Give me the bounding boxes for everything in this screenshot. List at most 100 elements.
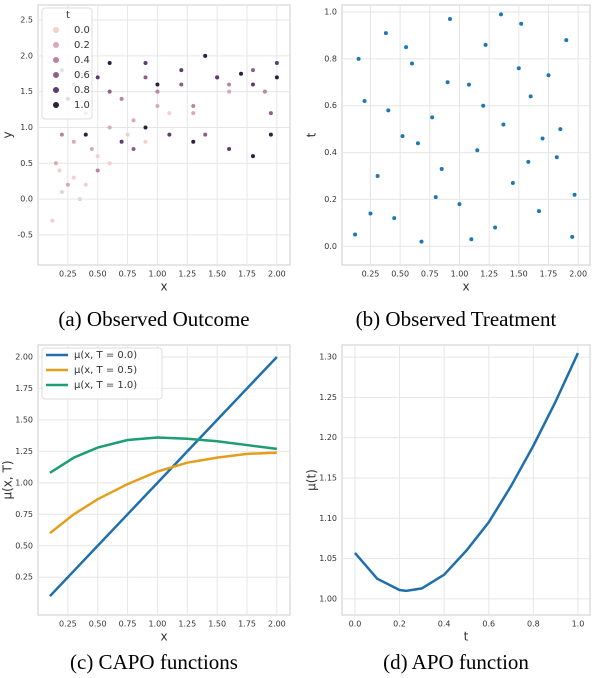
plot-area [341, 344, 591, 616]
x-tick-label: 2.00 [569, 270, 587, 279]
x-axis-label: x [160, 280, 167, 294]
y-tick-label: 1.5 [20, 87, 33, 96]
y-tick-label: 0.6 [324, 101, 337, 110]
x-tick-label: 0.0 [349, 620, 362, 629]
y-tick-label: 0.2 [324, 195, 337, 204]
point [59, 189, 64, 194]
legend-label: 0.2 [74, 40, 90, 51]
point [400, 134, 405, 139]
point [71, 175, 76, 180]
point [392, 216, 397, 221]
x-tick-label: 0.50 [391, 270, 409, 279]
panel: 0.25 0.50 0.75 1.00 1.25 1.50 1.75 2.00 0.25 0.50… [1, 344, 291, 674]
y-tick-label: 0.0 [324, 242, 337, 251]
panel: 0.25 0.50 0.75 1.00 1.25 1.50 1.75 2.00 0.0 0.2 0.… [305, 4, 591, 331]
y-tick-label: 1.75 [15, 384, 33, 393]
x-axis-label: x [462, 280, 469, 294]
y-axis-label: μ(t) [305, 469, 319, 491]
panel: 0.25 0.50 0.75 1.00 1.25 1.50 1.75 2.00 -0.5 0.0 0… [1, 4, 291, 331]
x-tick-label: 0.50 [89, 270, 107, 279]
legend-title: t [66, 10, 70, 21]
point [558, 127, 563, 132]
y-tick-label: 1.15 [319, 473, 337, 482]
point [262, 89, 267, 94]
point [95, 168, 100, 173]
line [49, 451, 277, 535]
marks [50, 53, 279, 223]
point [274, 61, 279, 66]
line [49, 356, 278, 597]
point [107, 61, 112, 66]
x-tick-label: 1.50 [208, 270, 226, 279]
point [50, 218, 55, 223]
point [415, 141, 420, 146]
y-tick-label: 1.00 [319, 594, 337, 603]
caption: (d) APO function [383, 650, 529, 674]
point [356, 56, 361, 61]
point [375, 173, 380, 178]
legend-swatch [53, 27, 59, 33]
point [519, 21, 524, 26]
point [353, 232, 358, 237]
point [386, 108, 391, 113]
point [53, 161, 58, 166]
y-tick-label: 0.5 [20, 159, 33, 168]
point [119, 96, 124, 101]
legend-label: 0.4 [74, 55, 90, 66]
y-axis-label: y [1, 131, 15, 138]
legend-box [41, 347, 163, 400]
point [447, 17, 452, 22]
y-tick-label: 0.8 [324, 54, 337, 63]
x-tick-label: 0.25 [362, 270, 380, 279]
panel: 0.0 0.2 0.4 0.6 0.8 1.0 1.00 1.05 1.10 1.15 1.20 1.… [305, 344, 591, 674]
point [155, 89, 160, 94]
x-tick-label: 0.75 [119, 270, 137, 279]
y-tick-label: 1.05 [319, 554, 337, 563]
point [572, 192, 577, 197]
point [125, 132, 130, 137]
point [131, 146, 136, 151]
point [481, 103, 486, 108]
x-tick-label: 0.6 [482, 620, 495, 629]
legend-label: 0.0 [74, 25, 90, 36]
point [179, 68, 184, 73]
point [368, 211, 373, 216]
point [554, 155, 559, 160]
y-tick-label: 1.0 [324, 8, 337, 17]
point [483, 42, 488, 47]
point [227, 146, 232, 151]
point [203, 53, 208, 58]
legend-label: μ(x, T = 0.5) [74, 365, 137, 376]
y-tick-label: 0.0 [20, 195, 33, 204]
x-tick-label: 1.0 [572, 620, 585, 629]
point [95, 75, 100, 80]
y-tick-label: 0.25 [15, 573, 33, 582]
x-tick-label: 1.00 [451, 270, 469, 279]
y-tick-label: 1.25 [15, 447, 33, 456]
point [475, 148, 480, 153]
point [107, 89, 112, 94]
point [131, 118, 136, 123]
legend-swatch [53, 42, 59, 48]
point [77, 197, 82, 202]
y-tick-label: 1.20 [319, 433, 337, 442]
point [536, 209, 541, 214]
point [119, 139, 124, 144]
point [546, 73, 551, 78]
x-tick-label: 1.00 [149, 270, 167, 279]
point [499, 12, 504, 17]
caption: (c) CAPO functions [70, 650, 238, 674]
point [143, 139, 148, 144]
point [268, 111, 273, 116]
point [404, 45, 409, 50]
x-tick-label: 1.25 [178, 620, 196, 629]
point [95, 154, 100, 159]
x-tick-label: 1.00 [149, 620, 167, 629]
point [59, 132, 64, 137]
x-tick-label: 0.75 [421, 270, 439, 279]
line [49, 436, 278, 474]
y-tick-label: 2.5 [20, 16, 33, 25]
caption: (a) Observed Outcome [58, 307, 249, 331]
point [383, 31, 388, 36]
